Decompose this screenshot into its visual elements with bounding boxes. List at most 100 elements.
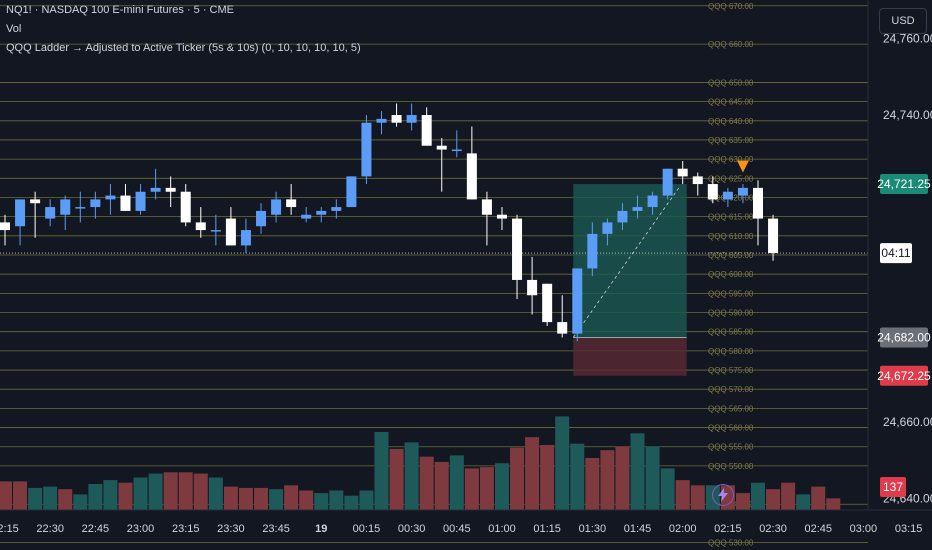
price-badge-label: 04:11 (881, 246, 910, 260)
time-tick-label: 23:00 (127, 523, 155, 535)
time-axis[interactable]: 22:15 22:30 22:45 23:00 23:15 23:30 23:45 19 00:… (0, 509, 932, 535)
time-tick-label: 23:15 (172, 523, 200, 535)
volume-bar (374, 432, 389, 510)
volume-bar (238, 487, 253, 510)
price-badge (880, 477, 906, 497)
volume-bar (811, 486, 826, 510)
volume-bar (88, 484, 103, 510)
candle-body (662, 168, 673, 196)
time-tick-label: 01:00 (488, 523, 516, 535)
price-badge (880, 174, 928, 195)
volume-bar (163, 472, 178, 510)
time-tick-label: 02:30 (759, 523, 787, 535)
currency-button[interactable]: USD (879, 8, 927, 34)
candle-body (692, 176, 703, 185)
price-badge-label: 137 (883, 480, 903, 494)
volume-bar (464, 468, 479, 510)
candle-body (286, 199, 297, 208)
candle-body (587, 233, 598, 269)
candle-body (542, 283, 553, 323)
ladder-label: QQQ 575.00 (708, 366, 754, 375)
candle-body (707, 184, 718, 200)
indicator-legend[interactable]: QQQ Ladder → Adjusted to Active Ticker (… (6, 42, 361, 54)
candle-body (301, 214, 312, 219)
candle-body (105, 195, 116, 200)
ladder-label: QQQ 670.00 (708, 2, 754, 11)
ladder-label: QQQ 570.00 (708, 385, 754, 394)
price-badge-label: 24,721.25 (877, 177, 931, 191)
volume-bar (58, 489, 73, 510)
ladder-label: QQQ 630.00 (708, 155, 754, 164)
volume-bar (359, 490, 374, 510)
candle-body (0, 222, 10, 231)
volume-bar (13, 481, 28, 510)
time-tick-label: 02:45 (804, 523, 832, 535)
candle-body (768, 218, 779, 254)
price-tick-label: 24,760.00 (883, 31, 932, 45)
time-tick-label: 22:30 (36, 523, 64, 535)
volume-bar (43, 486, 58, 510)
volume-bar (675, 480, 690, 510)
candle-body (60, 199, 71, 215)
candles-layer[interactable] (0, 103, 868, 342)
long-position-tool[interactable] (572, 184, 687, 376)
volume-bar (766, 489, 781, 510)
volume-bar (178, 472, 193, 510)
volume-bar (118, 482, 133, 510)
ladder-label: QQQ 585.00 (708, 328, 754, 337)
ladder-label: QQQ 610.00 (708, 232, 754, 241)
volume-bar (223, 486, 238, 510)
volume-bar (269, 489, 284, 510)
ladder-label: QQQ 650.00 (708, 78, 754, 87)
time-tick-label: 02:00 (669, 523, 697, 535)
ladder-label: QQQ 595.00 (708, 289, 754, 298)
candle-body (30, 199, 41, 204)
price-badge (880, 327, 928, 348)
lightning-icon[interactable] (712, 484, 734, 506)
candle-body (225, 218, 236, 246)
candle-body (316, 210, 327, 215)
ladder-label: QQQ 590.00 (708, 309, 754, 318)
time-tick-label: 19 (315, 523, 327, 535)
symbol-legend[interactable]: NQ1! · NASDAQ 100 E-mini Futures · 5 · C… (6, 4, 234, 16)
volume-bar (449, 455, 464, 510)
time-tick-label: 00:45 (443, 523, 471, 535)
volume-bar (781, 482, 796, 510)
price-badge-label: 24,672.25 (877, 369, 931, 383)
candle-body (361, 122, 372, 177)
candle-body (466, 153, 477, 200)
candle-body (527, 279, 538, 296)
candle-body (557, 322, 568, 334)
volume-bar (826, 498, 841, 510)
candle-body (346, 176, 357, 208)
candle-body (165, 187, 176, 192)
candle-body (481, 199, 492, 215)
volume-bar (419, 456, 434, 510)
candle-body (75, 207, 86, 209)
volume-bar (570, 443, 585, 510)
candle-body (737, 187, 748, 196)
candle-body (376, 118, 387, 123)
time-tick-label: 00:15 (353, 523, 381, 535)
time-tick-label: 01:45 (624, 523, 652, 535)
volume-bar (510, 447, 525, 510)
candle-body (45, 207, 56, 219)
candle-body (150, 187, 161, 192)
volume-bar (148, 473, 163, 510)
ladder-label: QQQ 565.00 (708, 404, 754, 413)
volume-legend[interactable]: Vol (6, 23, 22, 35)
ladder-label: QQQ 640.00 (708, 117, 754, 126)
candle-body (722, 191, 733, 200)
candle-body (135, 191, 146, 211)
candle-body (496, 214, 507, 219)
price-axis[interactable]: 24,760.0024,740.0024,660.0024,640.0024,7… (867, 0, 932, 510)
volume-bar (735, 493, 750, 510)
volume-bar (690, 485, 705, 510)
volume-layer (0, 416, 841, 510)
volume-bar (525, 437, 540, 510)
volume-bar (329, 490, 344, 510)
candle-body (120, 195, 131, 211)
volume-bar (494, 463, 509, 510)
volume-bar (630, 433, 645, 510)
